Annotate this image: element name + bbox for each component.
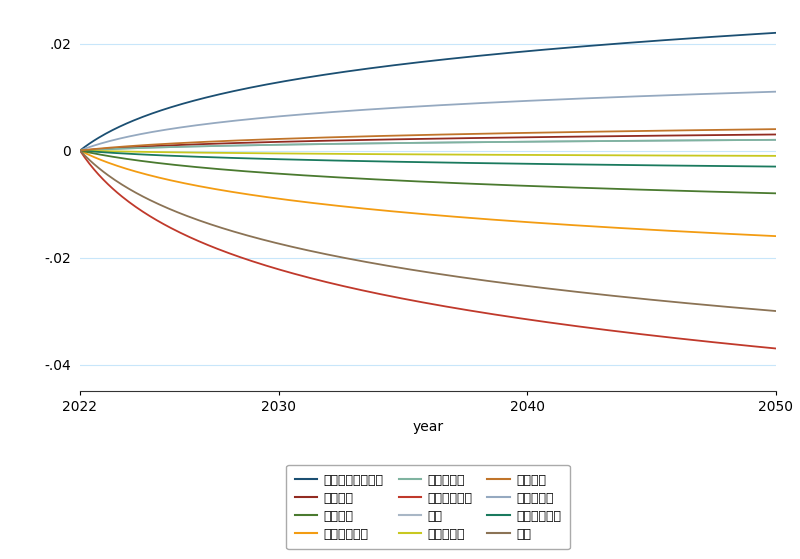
Legend: 반도체디스플레이, 이차전지, 모빌리티, 차세대원자력, 첨단바이오, 우주항공해양, 수소, 사이버보안, 인공지능, 차세대통신, 첨단로봇제조, 양자: 반도체디스플레이, 이차전지, 모빌리티, 차세대원자력, 첨단바이오, 우주항… (286, 465, 570, 549)
X-axis label: year: year (413, 420, 443, 434)
